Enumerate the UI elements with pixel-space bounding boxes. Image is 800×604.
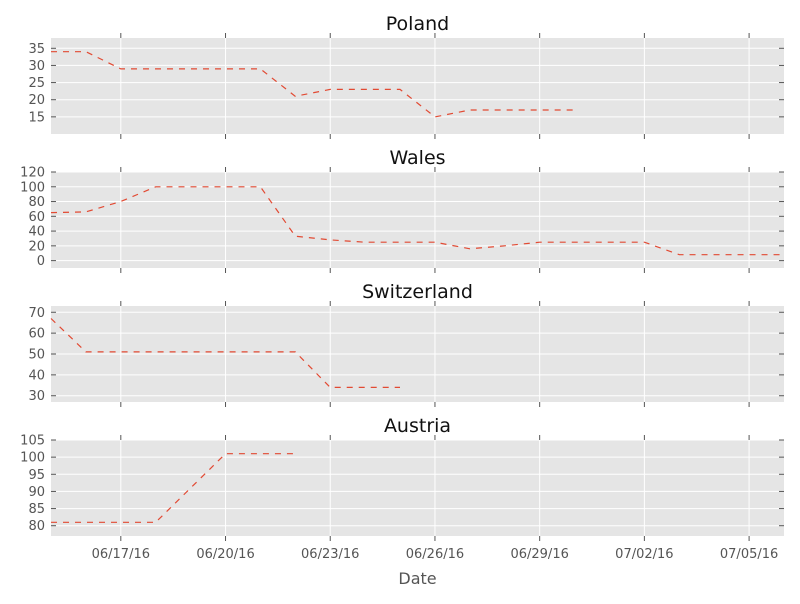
series-line <box>50 186 784 256</box>
series-line <box>51 51 575 118</box>
y-tick-label: 25 <box>28 76 45 91</box>
plot-area <box>51 172 784 268</box>
panel-title: Poland <box>386 13 449 35</box>
y-tick-label: 0 <box>37 254 45 269</box>
plot-area <box>51 440 784 536</box>
y-tick-label: 50 <box>28 348 45 363</box>
y-tick-label: 90 <box>28 485 45 500</box>
panel-austria: 80 85 90 95 100 105 Austria <box>20 415 784 541</box>
y-tick-label: 35 <box>28 42 45 57</box>
x-tick-label: 06/29/16 <box>510 547 568 562</box>
y-tick-label: 60 <box>28 210 45 225</box>
y-tick-label: 100 <box>20 451 45 466</box>
panel-title: Switzerland <box>362 281 473 303</box>
y-tick-label: 30 <box>28 389 45 404</box>
x-tick-label: 06/20/16 <box>196 547 254 562</box>
series-line <box>51 453 296 523</box>
y-tick-label: 120 <box>20 166 45 181</box>
y-tick-label: 95 <box>28 468 45 483</box>
x-tick-label: 06/23/16 <box>301 547 359 562</box>
plot-area <box>51 38 784 134</box>
x-axis-label: Date <box>398 569 436 588</box>
x-tick-label: 06/17/16 <box>92 547 150 562</box>
y-tick-label: 70 <box>28 306 45 321</box>
y-tick-label: 30 <box>28 59 45 74</box>
panel-poland: 15 20 25 30 35 Poland <box>28 13 784 139</box>
y-tick-label: 40 <box>28 368 45 383</box>
y-tick-label: 60 <box>28 327 45 342</box>
y-tick-label: 15 <box>28 110 45 125</box>
y-tick-label: 80 <box>28 519 45 534</box>
y-tick-label: 80 <box>28 195 45 210</box>
panel-switzerland: 30 40 50 60 70 Switzerland <box>28 281 784 407</box>
x-tick-label: 07/05/16 <box>720 547 778 562</box>
x-tick-label: 07/02/16 <box>615 547 673 562</box>
y-tick-label: 105 <box>20 434 45 449</box>
y-tick-label: 20 <box>28 93 45 108</box>
y-tick-label: 100 <box>20 180 45 195</box>
y-tick-label: 85 <box>28 502 45 517</box>
panel-title: Austria <box>384 415 451 437</box>
x-tick-label: 06/26/16 <box>406 547 464 562</box>
y-tick-label: 20 <box>28 239 45 254</box>
y-tick-label: 40 <box>28 225 45 240</box>
panel-title: Wales <box>389 147 445 169</box>
